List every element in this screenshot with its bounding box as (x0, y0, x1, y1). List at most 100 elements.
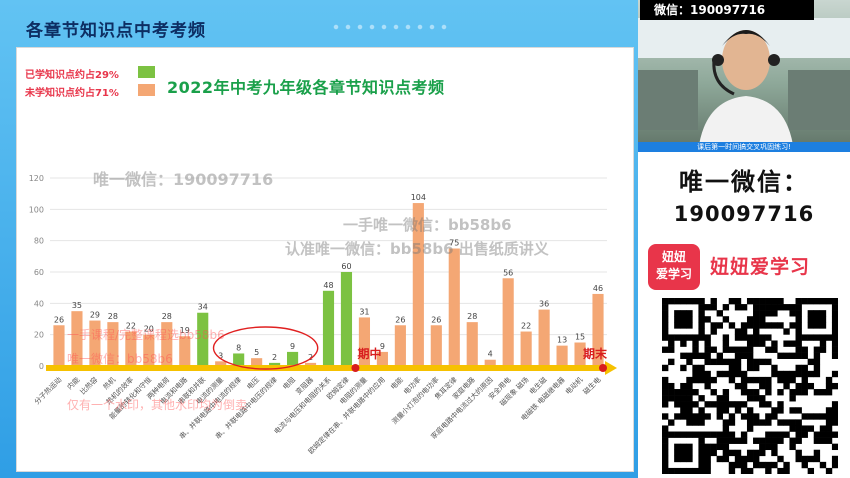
data-label: 8 (236, 343, 241, 352)
qr-module (680, 407, 687, 414)
bar (233, 353, 245, 366)
qr-module (825, 382, 833, 390)
qr-module (740, 346, 748, 353)
x-tick-label: 电动机 (563, 375, 584, 396)
qr-module (662, 461, 669, 469)
qr-module (746, 407, 754, 414)
qr-module (765, 382, 772, 390)
qr-module (710, 304, 717, 311)
qr-module (795, 304, 802, 311)
qr-module (692, 340, 699, 347)
qr-module (668, 346, 675, 353)
qr-module (825, 298, 833, 305)
qr-module (819, 310, 827, 317)
qr-module (662, 382, 669, 390)
bar (269, 362, 281, 366)
qr-module (662, 322, 669, 329)
qr-module (825, 431, 833, 438)
qr-module (819, 346, 827, 353)
qr-module (746, 352, 754, 359)
qr-module (795, 340, 802, 347)
qr-module (807, 298, 815, 305)
qr-module (740, 461, 748, 469)
data-label: 3 (218, 351, 223, 360)
qr-module (801, 431, 808, 438)
qr-module (686, 467, 693, 474)
qr-module (831, 455, 838, 463)
qr-module (740, 401, 748, 408)
y-tick-label: 80 (34, 237, 44, 246)
qr-module (722, 407, 730, 414)
qr-module (662, 437, 669, 444)
x-tick-label: 磁生电 (581, 375, 602, 396)
qr-module (795, 328, 802, 335)
qr-module (795, 370, 802, 378)
qr-module (722, 334, 730, 341)
x-tick-label: 电压 (245, 375, 261, 391)
qr-module (692, 389, 699, 396)
data-label: 46 (593, 284, 603, 293)
data-label: 9 (290, 342, 295, 351)
qr-module (680, 364, 687, 372)
qr-module (813, 346, 821, 353)
qr-module (668, 340, 675, 347)
qr-module (831, 431, 838, 438)
qr-module (753, 389, 760, 396)
qr-module (662, 401, 669, 408)
qr-module (692, 413, 699, 420)
qr-module (698, 334, 705, 341)
qr-module (734, 334, 742, 341)
qr-module (662, 346, 669, 353)
qr-module (668, 298, 675, 305)
qr-module (722, 370, 730, 378)
qr-module (674, 467, 681, 474)
qr-module (801, 298, 808, 305)
data-label: 34 (198, 303, 208, 312)
qr-module (819, 425, 827, 432)
qr-module (680, 352, 687, 359)
qr-module (704, 370, 711, 378)
qr-module (698, 467, 705, 474)
qr-module (789, 352, 796, 359)
qr-module (753, 364, 760, 372)
qr-module (728, 431, 736, 438)
qr-module (734, 304, 742, 311)
y-tick-label: 100 (29, 205, 44, 214)
qr-module (674, 395, 681, 402)
qr-module (753, 419, 760, 426)
qr-module (692, 346, 699, 353)
qr-module (710, 376, 717, 384)
qr-module (819, 322, 827, 329)
qr-module (807, 358, 815, 366)
qr-module (807, 455, 815, 463)
qr-module (668, 358, 675, 366)
qr-code-icon[interactable] (662, 298, 838, 474)
qr-module (674, 334, 681, 341)
timeline-axis (46, 365, 605, 371)
qr-module (753, 328, 760, 335)
qr-module (680, 443, 687, 451)
qr-module (825, 389, 833, 396)
qr-module (740, 328, 748, 335)
bar (340, 272, 353, 366)
qr-module (765, 401, 772, 408)
bar (322, 290, 335, 366)
bar (125, 331, 137, 366)
bar (448, 248, 460, 366)
qr-module (686, 316, 693, 323)
qr-module (807, 322, 815, 329)
qr-module (680, 467, 687, 474)
qr-module (698, 461, 705, 469)
qr-module (789, 443, 796, 451)
qr-module (795, 334, 802, 341)
data-label: 19 (180, 326, 190, 335)
qr-module (728, 419, 736, 426)
qr-module (698, 376, 705, 384)
data-label: 60 (341, 262, 351, 271)
qr-module (795, 310, 802, 317)
qr-module (740, 382, 748, 390)
qr-module (783, 467, 790, 474)
qr-module (765, 389, 772, 396)
qr-module (819, 334, 827, 341)
qr-module (710, 389, 717, 396)
